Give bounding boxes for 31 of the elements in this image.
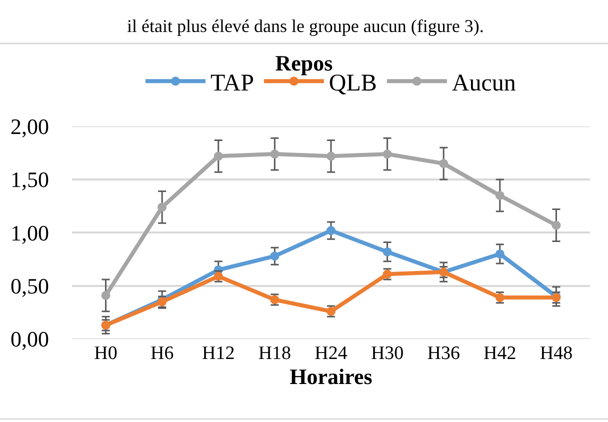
x-axis-title: Horaires [290,364,373,389]
x-tick-label: H24 [314,343,348,364]
x-tick-label: H36 [427,343,460,364]
point [495,190,504,200]
point [326,226,336,236]
x-tick-label: H12 [202,343,235,364]
y-tick-label: 2,00 [10,114,49,140]
point [439,159,448,168]
point [214,152,223,161]
x-tick-label: H48 [540,343,573,364]
legend-label: TAP [210,70,254,97]
point [270,150,280,159]
y-tick-label: 1,00 [10,220,49,246]
point [326,152,336,161]
point [382,150,392,159]
legend-label: Aucun [452,70,516,97]
x-tick-label: H42 [484,343,516,364]
y-tick-label: 0,00 [10,326,49,352]
point [158,202,167,212]
y-tick-label: 1,50 [10,167,49,192]
point [382,247,392,256]
y-tick-label: 0,50 [10,274,49,299]
text: il était plus élevé dans le groupe aucun (figure 3). [127,16,484,36]
x-tick-label: H18 [258,343,292,364]
point [552,220,561,230]
point [495,249,504,258]
x-tick-label: H30 [370,343,404,364]
point [270,252,280,261]
x-tick-label: H6 [150,343,174,364]
x-tick-label: H0 [94,343,118,364]
point [101,290,110,300]
